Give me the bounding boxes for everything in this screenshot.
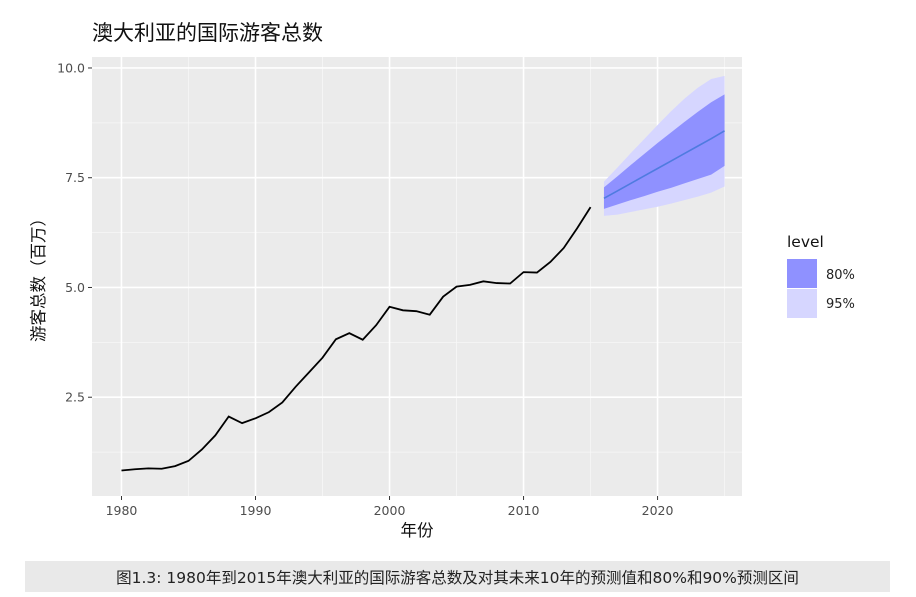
legend-title: level <box>787 233 824 251</box>
x-tick-label: 1990 <box>240 503 272 518</box>
x-axis: 1980 1990 2000 2010 2020 <box>106 496 674 518</box>
y-tick-label: 10.0 <box>57 60 85 75</box>
band-80 <box>603 94 725 209</box>
y-tick-label: 7.5 <box>65 170 85 185</box>
grid-minor <box>92 57 742 496</box>
grid-major <box>92 57 742 496</box>
series-lines <box>121 130 725 472</box>
series-line-forecast <box>603 130 725 200</box>
y-tick-label: 5.0 <box>65 280 85 295</box>
plot-panel <box>92 57 742 496</box>
x-tick-label: 2000 <box>374 503 406 518</box>
legend-label-80: 80% <box>826 268 855 283</box>
caption-text: 图1.3: 1980年到2015年澳大利亚的国际游客总数及对其未来10年的预测值… <box>116 568 799 587</box>
legend: level 80% 95% <box>787 233 855 318</box>
series-line-actual <box>121 206 592 472</box>
y-axis: 2.5 5.0 7.5 10.0 <box>57 60 92 405</box>
figure-caption: 图1.3: 1980年到2015年澳大利亚的国际游客总数及对其未来10年的预测值… <box>25 561 890 592</box>
legend-key-95 <box>787 289 817 318</box>
x-tick-label: 1980 <box>106 503 138 518</box>
x-tick-label: 2020 <box>642 503 674 518</box>
chart-title: 澳大利亚的国际游客总数 <box>92 21 323 45</box>
y-tick-label: 2.5 <box>65 390 85 405</box>
x-axis-title: 年份 <box>401 521 435 540</box>
legend-key-80 <box>787 259 817 288</box>
x-tick-label: 2010 <box>508 503 540 518</box>
legend-label-95: 95% <box>826 297 855 312</box>
y-axis-title: 游客总数（百万） <box>29 210 48 342</box>
